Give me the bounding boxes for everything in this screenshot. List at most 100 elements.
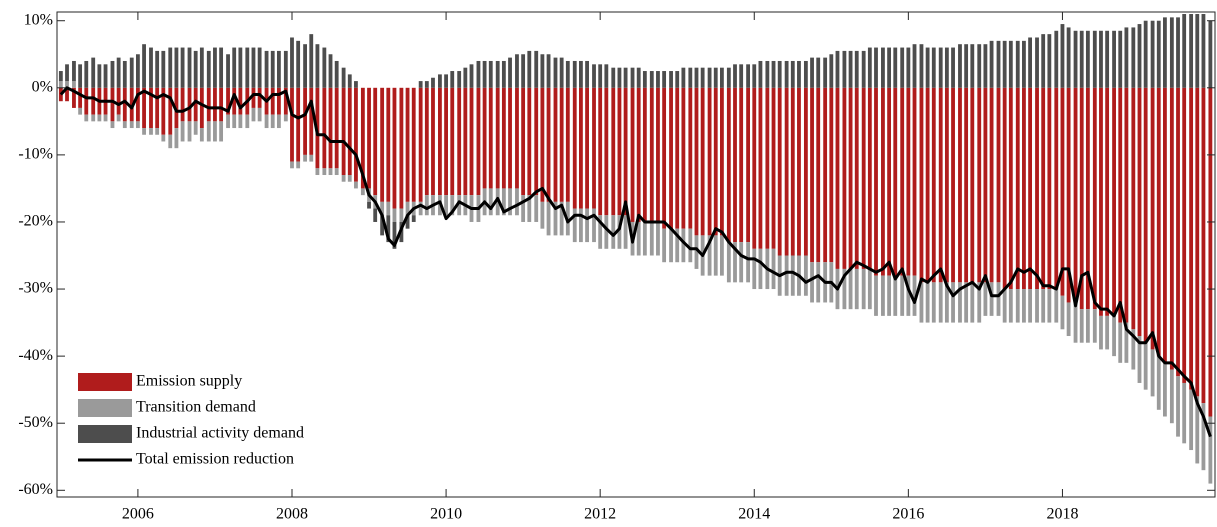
bar [1137,24,1142,88]
bar [334,87,339,169]
bar [264,114,269,129]
bar [784,255,789,296]
bar [803,87,808,256]
bar [797,60,801,88]
bar [700,87,705,236]
bar [290,37,294,88]
bar [1092,309,1097,343]
y-tick-label: 0% [32,78,53,95]
bar [501,60,506,88]
bar [1092,30,1097,88]
bar [411,87,416,202]
bar [810,262,814,303]
bar [206,121,211,142]
bar [636,67,641,88]
bar [515,188,519,216]
bar [1143,87,1148,343]
bar [617,87,622,216]
bar [206,50,211,88]
bar [1131,329,1136,370]
bar [739,87,744,243]
bar [1015,40,1020,88]
bar [270,114,275,129]
bar [219,47,224,88]
bar [1047,289,1052,323]
bar [912,44,917,88]
bar [122,60,127,88]
bar [142,128,146,135]
bar [226,87,230,115]
bar [463,67,468,88]
bar [431,87,435,196]
bar [585,208,589,243]
bar [347,74,352,88]
bar [649,71,654,88]
bar [149,128,153,135]
bar [315,168,320,176]
bar [1105,30,1110,88]
bar [213,47,217,88]
bar [958,44,962,88]
bar [296,40,301,88]
bar [1150,349,1155,397]
bar [257,107,262,122]
bar [881,47,885,88]
bar [508,188,512,216]
bar [1035,37,1039,88]
bar [546,87,551,202]
bar [58,81,63,88]
bar [752,248,757,290]
bar [142,44,146,88]
bar [199,128,204,142]
bar [1041,87,1046,290]
bar [245,47,250,88]
bar [662,228,667,263]
bar [1112,30,1116,88]
bar [354,181,358,189]
bar [296,87,301,162]
x-tick-label: 2014 [738,506,770,523]
bar [777,87,782,256]
bar [1208,20,1213,88]
bar [816,262,821,303]
bar [129,121,134,129]
bar [765,60,770,88]
bar [155,50,160,88]
bar [1041,289,1046,323]
bar [1041,34,1046,88]
bar [669,87,673,229]
bar [790,255,795,296]
bar [303,87,307,155]
bar [122,87,127,122]
bar [149,87,153,129]
bar [623,67,628,88]
bar [91,57,96,88]
bar [752,64,757,88]
bar [1073,30,1078,88]
bar [1085,87,1090,310]
bar [765,87,770,249]
bar [431,77,435,88]
bar [1156,20,1161,88]
bar [213,87,217,122]
bar [457,71,462,88]
bar [771,60,776,88]
bar [1022,87,1026,290]
bar [187,47,192,88]
bar [219,87,224,122]
bar [854,268,859,310]
bar [1035,87,1039,290]
bar [97,114,102,122]
bar [65,64,69,82]
bar [1002,40,1007,88]
bar [226,114,230,129]
bar [1047,87,1052,290]
bar [469,87,474,196]
bar [251,87,256,108]
bar [746,242,751,283]
bar [887,87,892,276]
bar [1169,87,1174,370]
bar [110,60,115,88]
bar [1047,34,1052,88]
bar [488,188,493,216]
